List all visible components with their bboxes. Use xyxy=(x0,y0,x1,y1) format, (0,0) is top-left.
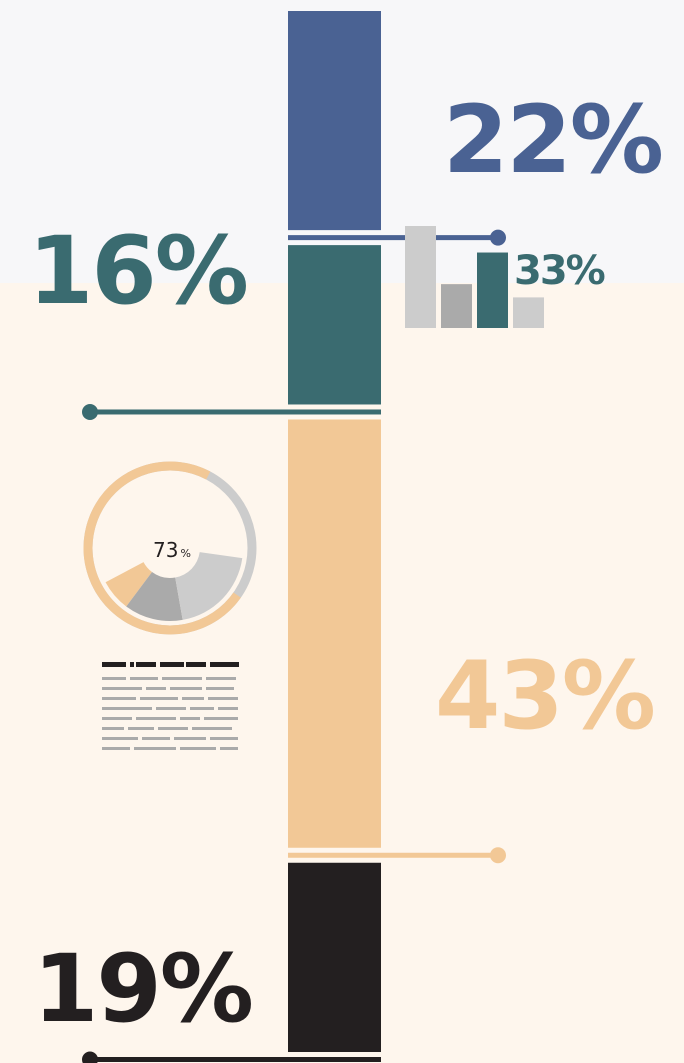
placeholder-heading-bar xyxy=(136,662,156,667)
donut-value: 73 xyxy=(153,538,178,562)
donut-center-label: 73% xyxy=(153,538,191,562)
placeholder-text-line xyxy=(130,677,158,680)
mini-bar-1 xyxy=(441,284,472,328)
connector-line xyxy=(90,409,381,415)
mini-bar-2 xyxy=(477,252,508,328)
connector-line xyxy=(288,235,498,241)
placeholder-text-line xyxy=(208,697,238,700)
placeholder-heading-bar xyxy=(186,662,206,667)
placeholder-text-line xyxy=(170,687,202,690)
placeholder-text-line xyxy=(146,687,166,690)
donut-chart xyxy=(83,461,257,635)
donut-slice-0 xyxy=(105,562,153,607)
donut-slice-1 xyxy=(126,572,183,621)
segment-label-16: 16% xyxy=(28,217,247,326)
placeholder-text-line xyxy=(134,747,176,750)
placeholder-text-line xyxy=(174,737,206,740)
bar-segment-22 xyxy=(288,11,381,231)
placeholder-text-line xyxy=(158,727,188,730)
segment-label-22: 22% xyxy=(443,86,662,195)
donut-ring-value xyxy=(83,461,241,635)
connector-dot xyxy=(82,1051,98,1063)
placeholder-heading-bar xyxy=(210,662,239,667)
placeholder-text-line xyxy=(128,727,154,730)
placeholder-text-line xyxy=(140,697,178,700)
placeholder-text-line xyxy=(102,677,126,680)
placeholder-text-line xyxy=(206,687,234,690)
connector-line xyxy=(288,852,498,858)
stacked-bar xyxy=(82,11,506,1063)
connector-line xyxy=(90,1057,381,1062)
placeholder-text-line xyxy=(156,707,186,710)
donut-unit: % xyxy=(180,547,190,560)
mini-bar-0 xyxy=(405,226,436,328)
placeholder-text-line xyxy=(218,707,238,710)
connector-dot xyxy=(490,847,506,864)
placeholder-heading-bar xyxy=(102,662,126,667)
placeholder-heading-bar xyxy=(160,662,184,667)
placeholder-text-line xyxy=(102,737,138,740)
placeholder-text-line xyxy=(182,697,204,700)
mini-bar-3 xyxy=(513,297,544,328)
placeholder-text-line xyxy=(136,717,176,720)
placeholder-heading-bar xyxy=(130,662,134,667)
connector-dot xyxy=(490,229,506,246)
placeholder-text-line xyxy=(204,717,238,720)
placeholder-text-line xyxy=(210,737,238,740)
placeholder-text-line xyxy=(102,707,152,710)
placeholder-text-line xyxy=(102,717,132,720)
bar-segment-19 xyxy=(288,862,381,1052)
placeholder-text-block xyxy=(102,662,239,750)
placeholder-text-line xyxy=(102,727,124,730)
placeholder-text-line xyxy=(102,697,136,700)
segment-label-19: 19% xyxy=(33,935,252,1044)
connector-dot xyxy=(82,403,98,420)
placeholder-text-line xyxy=(192,727,232,730)
placeholder-text-line xyxy=(162,677,202,680)
segment-label-43: 43% xyxy=(435,642,654,751)
placeholder-text-line xyxy=(190,707,214,710)
mini-bar-label: 33% xyxy=(514,248,605,294)
placeholder-text-line xyxy=(220,747,238,750)
placeholder-text-line xyxy=(180,747,216,750)
placeholder-text-line xyxy=(142,737,170,740)
bar-segment-43 xyxy=(288,419,381,848)
placeholder-text-line xyxy=(206,677,236,680)
placeholder-text-line xyxy=(180,717,200,720)
bar-segment-16 xyxy=(288,245,381,405)
donut-slice-2 xyxy=(175,552,243,620)
mini-bar-chart xyxy=(405,226,544,328)
placeholder-text-line xyxy=(102,687,142,690)
placeholder-text-line xyxy=(102,747,130,750)
